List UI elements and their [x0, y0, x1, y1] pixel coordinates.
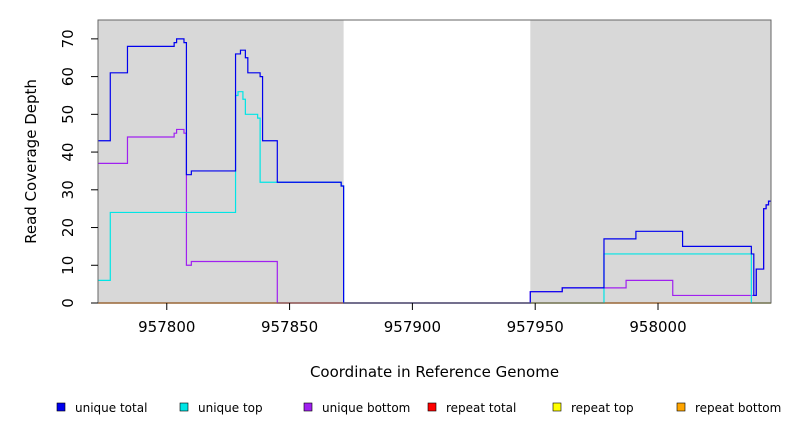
- shaded-region: [530, 20, 771, 303]
- legend-item: unique bottom: [303, 401, 410, 415]
- legend-swatch: [676, 402, 686, 412]
- legend-label: unique top: [198, 401, 263, 415]
- legend-item: unique total: [56, 401, 147, 415]
- legend-swatch: [303, 402, 313, 412]
- legend: unique total unique top unique bottom repea…: [56, 401, 781, 415]
- y-tick-label: 70: [59, 29, 77, 48]
- legend-item: repeat total: [427, 401, 516, 415]
- legend-swatch: [552, 402, 562, 412]
- x-axis: 957800 957850 957900 957950 958000: [138, 303, 687, 336]
- y-axis: 0 10 20 30 40 50 60 70: [59, 29, 98, 308]
- x-tick-label: 957850: [261, 318, 318, 336]
- y-tick-label: 20: [59, 218, 77, 237]
- shaded-region: [98, 20, 344, 303]
- plot-area: [98, 20, 771, 303]
- legend-item: repeat bottom: [676, 401, 781, 415]
- legend-swatch: [56, 402, 66, 412]
- y-tick-label: 50: [59, 105, 77, 124]
- x-tick-label: 957900: [384, 318, 441, 336]
- legend-label: unique total: [75, 401, 147, 415]
- y-tick-label: 40: [59, 143, 77, 162]
- legend-label: repeat total: [446, 401, 516, 415]
- x-axis-title: Coordinate in Reference Genome: [310, 363, 559, 381]
- y-tick-label: 0: [59, 298, 77, 308]
- legend-label: repeat top: [571, 401, 634, 415]
- legend-item: unique top: [179, 401, 263, 415]
- x-tick-label: 957950: [507, 318, 564, 336]
- plot-frame: [97, 19, 772, 304]
- y-tick-label: 30: [59, 180, 77, 199]
- y-axis-title: Read Coverage Depth: [22, 79, 40, 244]
- x-tick-label: 958000: [629, 318, 686, 336]
- legend-label: repeat bottom: [695, 401, 781, 415]
- legend-swatch: [179, 402, 189, 412]
- x-tick-label: 957800: [138, 318, 195, 336]
- legend-label: unique bottom: [322, 401, 410, 415]
- legend-item: repeat top: [552, 401, 634, 415]
- legend-swatch: [427, 402, 437, 412]
- y-tick-label: 10: [59, 256, 77, 275]
- y-tick-label: 60: [59, 67, 77, 86]
- series-line-unique-total: [98, 38, 771, 304]
